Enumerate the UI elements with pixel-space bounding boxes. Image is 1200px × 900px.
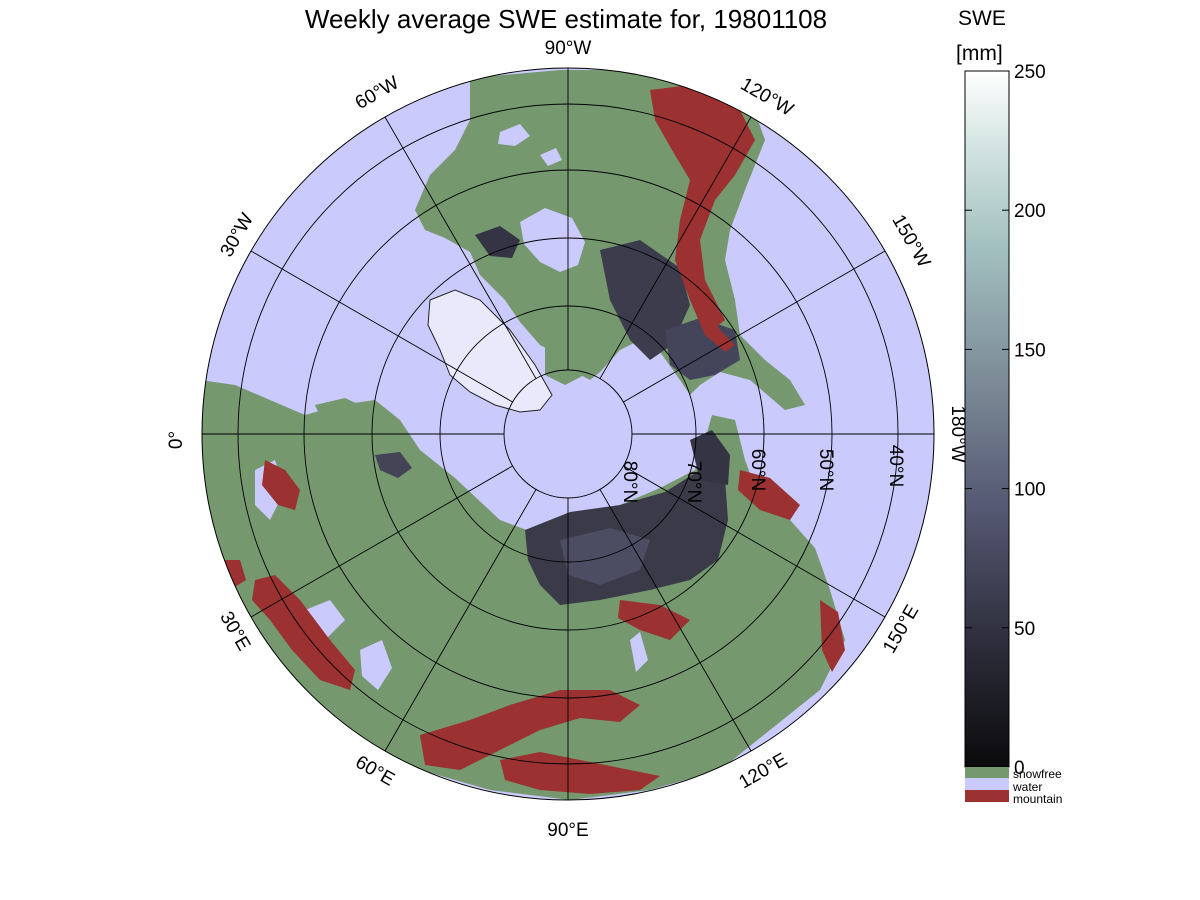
lat-label-80n: 80°N	[619, 461, 640, 503]
iceland	[315, 398, 370, 425]
mountains-himalaya	[420, 690, 640, 770]
colorbar-label-unit: [mm]	[956, 42, 1003, 65]
graticule	[202, 68, 934, 800]
meridian-line-10	[599, 116, 752, 379]
hudson-bay	[520, 208, 585, 272]
meridian-line-7	[250, 250, 513, 403]
colorbar-ramp	[964, 70, 1010, 768]
colorbar-tick-label: 200	[1014, 201, 1046, 222]
map-border	[201, 67, 935, 801]
map-title: Weekly average SWE estimate for, 1980110…	[305, 4, 827, 34]
legend-label-snowfree: snowfree	[1013, 767, 1062, 781]
arctic-islands	[545, 298, 632, 385]
legend-label-water: water	[1012, 780, 1042, 794]
lon-label-60e: 60°E	[352, 752, 398, 791]
meridian-line-8	[384, 116, 537, 379]
legend-swatch-snowfree	[965, 767, 1009, 778]
lat-label-60n: 60°N	[747, 449, 768, 491]
lon-label-90w: 90°W	[545, 38, 592, 59]
colorbar-tick-label: 150	[1014, 340, 1046, 361]
meridian-line-4	[384, 489, 537, 752]
mountains-scandinavia	[262, 460, 300, 510]
lon-label-90e: 90°E	[547, 820, 588, 841]
meridian-line-1	[623, 465, 886, 618]
lat-label-70n: 70°N	[683, 461, 704, 503]
greenland	[427, 289, 553, 413]
legend-swatch-water	[965, 778, 1009, 790]
colorbar-tick-label: 0	[1014, 758, 1025, 779]
meridian-line-11	[623, 250, 886, 403]
lon-label-0: 0°	[166, 431, 187, 449]
lon-label-150w: 150°W	[887, 211, 934, 271]
lon-label-60w: 60°W	[352, 72, 403, 114]
polar-map	[202, 68, 934, 800]
lat-label-40n: 40°N	[885, 445, 906, 487]
colorbar-tick-label: 250	[1014, 62, 1046, 83]
lat-label-50n: 50°N	[815, 449, 836, 491]
legend-label-mountain: mountain	[1013, 792, 1062, 806]
mountains-alaska	[690, 295, 735, 352]
lon-label-120e: 120°E	[735, 749, 791, 793]
meridian-line-2	[599, 489, 752, 752]
mountains-central-asia	[618, 600, 690, 640]
mountains-east-siberia	[738, 470, 800, 520]
snow-cover-hudson	[475, 226, 520, 258]
snow-cover-east-siberia	[690, 430, 730, 485]
colorbar-label-swe: SWE	[958, 7, 1006, 30]
great-lakes	[498, 124, 562, 166]
legend-swatch-mountain	[965, 790, 1009, 802]
meridian-line-5	[250, 465, 513, 618]
lon-label-180w: 180°W	[947, 405, 968, 462]
mountains-kamchatka	[820, 600, 845, 672]
lon-label-30e: 30°E	[215, 608, 254, 654]
colorbar-tick-label: 50	[1014, 619, 1035, 640]
lake-baikal	[630, 632, 648, 672]
snow-cover-scandinavia	[375, 452, 412, 478]
caspian-sea	[360, 640, 392, 690]
colorbar-tick-label: 100	[1014, 480, 1046, 501]
